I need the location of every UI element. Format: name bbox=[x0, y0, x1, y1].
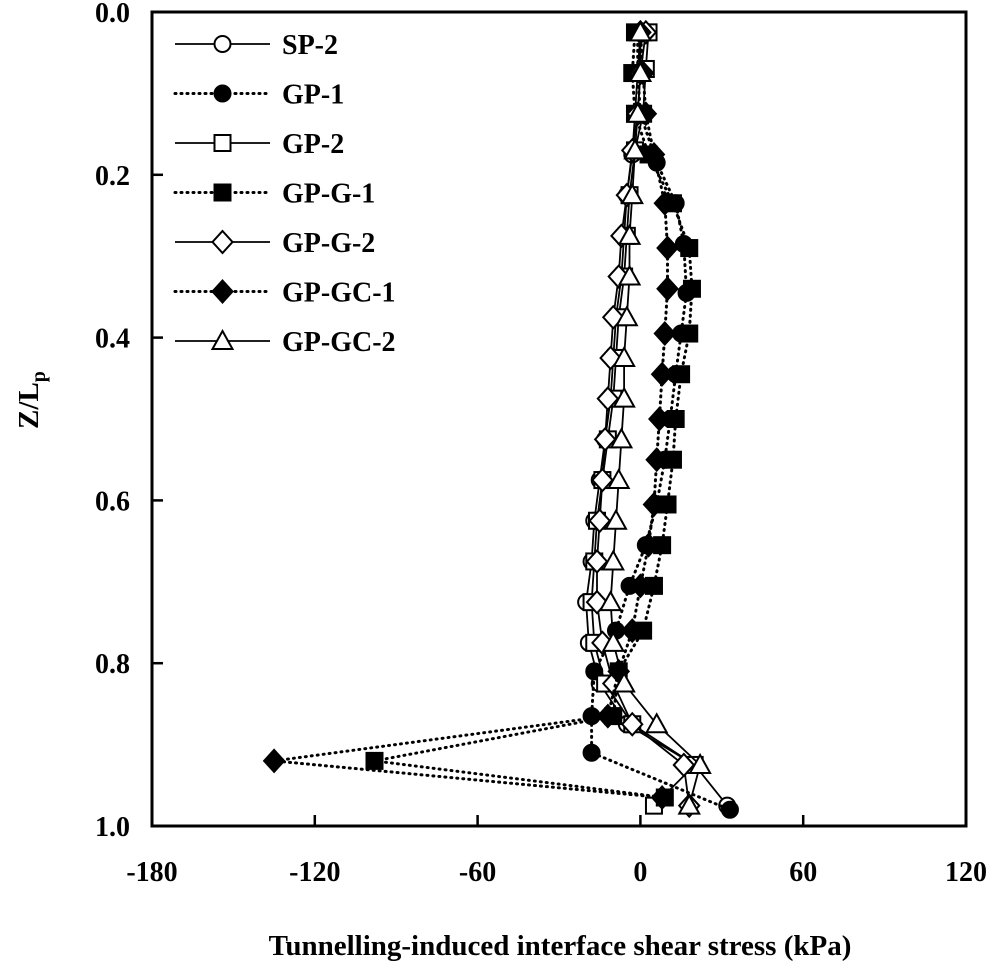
data-point-gp-gc-1 bbox=[642, 141, 666, 167]
data-point-gp-gc-2 bbox=[644, 712, 669, 734]
data-point-gp-g-2 bbox=[620, 711, 644, 737]
data-point-gp-gc-2 bbox=[623, 138, 647, 160]
data-point-gp-gc-1 bbox=[637, 532, 660, 558]
y-tick-label: 1.0 bbox=[95, 812, 130, 843]
legend-marker bbox=[213, 84, 232, 103]
data-point-gp-gc-1 bbox=[642, 491, 666, 517]
legend-item-gp-g-1: GP-G-1 bbox=[173, 179, 375, 210]
data-point-gp-g-1 bbox=[672, 365, 691, 384]
legend-label: GP-GC-2 bbox=[282, 327, 396, 358]
x-tick-label: 0 bbox=[633, 857, 647, 888]
x-tick-label: 120 bbox=[945, 857, 987, 888]
data-point-gp-gc-1 bbox=[620, 618, 644, 644]
data-point-gp-g-1 bbox=[680, 324, 699, 343]
data-point-gp-gc-2 bbox=[688, 752, 712, 774]
data-point-gp-gc-2 bbox=[628, 20, 653, 42]
legend-marker bbox=[211, 229, 234, 255]
x-tick-label: -60 bbox=[459, 857, 496, 888]
data-point-gp-gc-1 bbox=[650, 361, 674, 387]
data-point-gp-g-2 bbox=[672, 752, 696, 778]
series-gp-2 bbox=[582, 23, 704, 815]
series-gp-g-1 bbox=[365, 23, 701, 807]
legend-marker bbox=[211, 279, 234, 304]
legend-marker bbox=[213, 183, 232, 202]
data-point-gp-g-2 bbox=[596, 386, 620, 412]
legend-item-sp-2: SP-2 bbox=[175, 30, 338, 61]
data-point-gp-g-2 bbox=[588, 508, 612, 534]
data-point-gp-gc-2 bbox=[625, 101, 650, 123]
x-tick-label: -120 bbox=[289, 857, 340, 888]
legend: SP-2 GP-1 GP-2 GP-G-1 GP-G-2 GP-GC-1 GP-GC-2 bbox=[173, 30, 396, 358]
legend-marker bbox=[213, 134, 232, 152]
data-point-gp-gc-1 bbox=[629, 573, 652, 599]
y-tick-label: 0.4 bbox=[95, 324, 130, 355]
y-axis-title: Z/Lp bbox=[13, 371, 50, 429]
data-point-gp-g-1 bbox=[680, 239, 699, 258]
data-point-gp-gc-2 bbox=[617, 264, 642, 286]
data-point-gp-gc-2 bbox=[601, 630, 625, 652]
data-point-gp-gc-2 bbox=[601, 549, 625, 571]
data-point-gp-gc-1 bbox=[262, 748, 286, 774]
data-point-gp-gc-1 bbox=[656, 235, 679, 261]
data-point-gp-gc-1 bbox=[653, 321, 677, 347]
legend-label: SP-2 bbox=[282, 30, 338, 61]
x-axis-title: Tunnelling-induced interface shear stres… bbox=[269, 930, 852, 962]
data-point-gp-gc-2 bbox=[615, 305, 639, 327]
data-point-gp-gc-2 bbox=[609, 427, 634, 449]
legend-item-gp-g-2: GP-G-2 bbox=[175, 228, 375, 259]
series-gp-gc-2 bbox=[598, 20, 712, 815]
legend-marker bbox=[213, 35, 232, 53]
data-point-gp-gc-2 bbox=[628, 60, 653, 83]
plot-area-frame bbox=[150, 10, 968, 828]
legend-label: GP-G-2 bbox=[282, 228, 375, 259]
legend-label: GP-G-1 bbox=[282, 179, 375, 210]
data-point-gp-gc-1 bbox=[596, 703, 620, 729]
data-point-gp-gc-1 bbox=[645, 447, 669, 473]
legend-item-gp-2: GP-2 bbox=[175, 129, 344, 160]
data-point-gp-gc-2 bbox=[620, 183, 644, 205]
legend-item-gp-1: GP-1 bbox=[173, 80, 344, 111]
data-point-gp-gc-2 bbox=[612, 386, 636, 408]
data-point-gp-g-2 bbox=[585, 548, 609, 574]
data-point-gp-gc-2 bbox=[604, 508, 628, 530]
series-layer bbox=[262, 19, 739, 819]
legend-item-gp-gc-1: GP-GC-1 bbox=[173, 278, 396, 309]
legend-label: GP-1 bbox=[282, 80, 344, 111]
data-point-gp-gc-2 bbox=[677, 793, 701, 815]
data-point-gp-g-1 bbox=[682, 279, 701, 298]
legend-label: GP-2 bbox=[282, 129, 344, 160]
x-tick-label: 60 bbox=[789, 857, 817, 888]
axis-ticks: -180 -120 -60 0 60 120 0.0 0.2 0.4 0.6 0.8 1.0 bbox=[95, 0, 987, 888]
data-point-gp-gc-1 bbox=[650, 785, 674, 810]
data-point-gp-gc-2 bbox=[612, 345, 636, 367]
data-point-gp-g-1 bbox=[365, 751, 384, 770]
data-point-gp-gc-2 bbox=[617, 223, 642, 245]
data-point-gp-gc-2 bbox=[606, 467, 631, 490]
x-tick-label: -180 bbox=[126, 857, 177, 888]
data-point-gp-g-2 bbox=[593, 426, 617, 452]
data-point-gp-gc-2 bbox=[612, 671, 636, 693]
y-tick-label: 0.6 bbox=[95, 486, 130, 517]
data-point-gp-gc-1 bbox=[656, 276, 679, 302]
legend-item-gp-gc-2: GP-GC-2 bbox=[175, 327, 396, 358]
y-tick-label: 0.0 bbox=[95, 0, 130, 29]
data-point-gp-1 bbox=[582, 743, 601, 762]
y-tick-label: 0.8 bbox=[95, 649, 130, 680]
data-point-gp-1 bbox=[720, 800, 739, 819]
data-point-gp-g-2 bbox=[591, 467, 614, 493]
data-point-gp-gc-2 bbox=[598, 590, 623, 612]
data-point-gp-gc-1 bbox=[648, 406, 671, 432]
legend-marker bbox=[210, 328, 235, 350]
data-point-gp-gc-1 bbox=[653, 190, 677, 216]
y-tick-label: 0.2 bbox=[95, 161, 130, 192]
legend-label: GP-GC-1 bbox=[282, 278, 396, 309]
